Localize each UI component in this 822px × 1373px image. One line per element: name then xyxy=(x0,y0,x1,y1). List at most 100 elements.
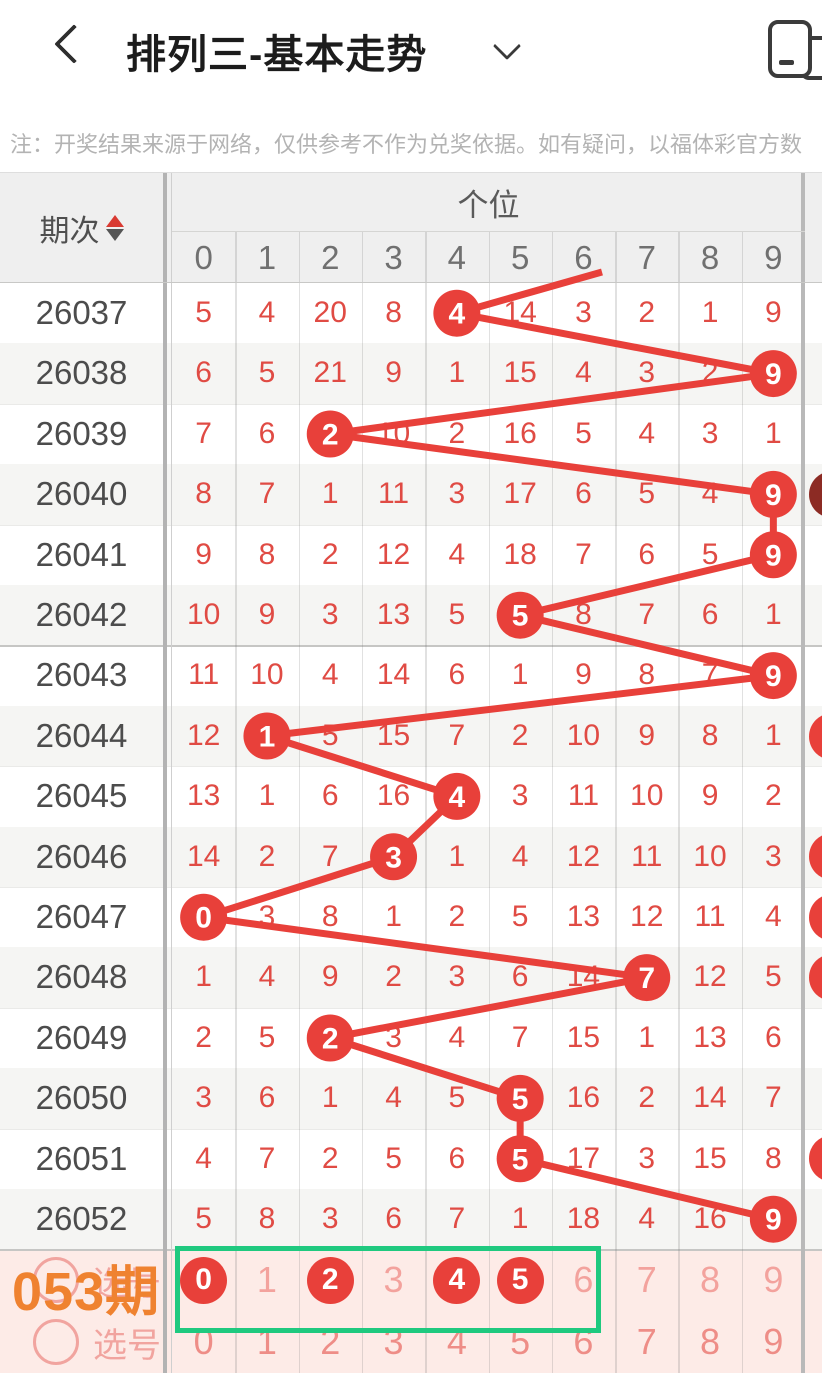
trend-cell: 5 xyxy=(575,416,592,450)
trend-cell: 7 xyxy=(321,839,339,873)
trend-cell: 7 xyxy=(575,537,592,571)
trend-cell: 6 xyxy=(258,416,276,450)
next-section-marker xyxy=(809,893,822,941)
trend-cell: 14 xyxy=(376,658,411,692)
trend-cell: 1 xyxy=(764,598,782,631)
trend-cell: 4 xyxy=(258,960,276,994)
digit-column-header: 9 xyxy=(764,238,783,276)
back-icon[interactable] xyxy=(54,24,94,64)
trend-cell: 10 xyxy=(630,779,664,813)
trend-cell: 5 xyxy=(638,477,656,511)
trend-cell: 6 xyxy=(638,537,656,571)
trend-cell: 10 xyxy=(376,416,411,450)
trend-cell: 2 xyxy=(764,779,782,813)
selectable-digit[interactable]: 3 xyxy=(383,1321,404,1362)
chevron-down-icon[interactable] xyxy=(492,31,522,61)
trend-cell: 21 xyxy=(313,356,347,390)
trend-cell: 17 xyxy=(503,477,537,511)
trend-cell: 7 xyxy=(258,477,276,511)
pick-radio-icon[interactable] xyxy=(33,1319,79,1365)
column-divider xyxy=(425,232,427,1373)
trend-cell: 4 xyxy=(448,1020,466,1054)
sort-down-icon xyxy=(105,228,124,241)
selected-digit[interactable]: 0 xyxy=(180,1256,228,1304)
trend-cell: 8 xyxy=(638,658,656,692)
period-cell: 26046 xyxy=(35,837,128,875)
period-cell: 26044 xyxy=(35,716,128,754)
trend-cell: 7 xyxy=(764,1081,782,1115)
trend-cell: 9 xyxy=(195,537,212,571)
next-section-marker xyxy=(809,833,822,881)
trend-cell: 9 xyxy=(575,658,592,692)
selectable-digit[interactable]: 4 xyxy=(446,1321,467,1362)
pick-radio-icon[interactable] xyxy=(33,1257,79,1303)
trend-cell: 18 xyxy=(566,1202,601,1235)
trend-cell: 5 xyxy=(511,900,529,933)
trend-cell: 4 xyxy=(638,1202,656,1235)
selectable-digit[interactable]: 7 xyxy=(636,1321,657,1362)
selectable-digit[interactable]: 6 xyxy=(573,1259,594,1300)
trend-cell: 3 xyxy=(701,416,719,450)
selectable-digit[interactable]: 1 xyxy=(256,1321,277,1362)
selected-digit[interactable]: 4 xyxy=(433,1256,481,1304)
trend-cell: 11 xyxy=(567,779,600,813)
trend-cell: 9 xyxy=(321,960,339,994)
trend-cell: 4 xyxy=(195,1141,212,1175)
trend-cell: 8 xyxy=(195,477,212,511)
trend-cell: 10 xyxy=(693,839,727,873)
trend-cell: 3 xyxy=(638,1141,656,1175)
trend-cell: 9 xyxy=(701,779,719,813)
disclaimer-text: 注：开奖结果来源于网络，仅供参考不作为兑奖依据。如有疑问，以福体彩官方数 xyxy=(10,132,803,157)
table-header-band xyxy=(0,172,822,283)
trend-cell: 2 xyxy=(258,839,276,873)
device-switch-icon[interactable] xyxy=(766,20,822,80)
next-period-label: 053期 xyxy=(12,1262,161,1322)
selectable-digit[interactable]: 3 xyxy=(383,1259,404,1300)
selection-band xyxy=(0,1249,822,1373)
period-cell: 26045 xyxy=(35,777,128,815)
trend-cell: 2 xyxy=(638,296,656,329)
trend-cell: 1 xyxy=(258,779,276,813)
trend-cell: 8 xyxy=(258,1202,276,1235)
trend-cell: 5 xyxy=(258,1020,276,1054)
trend-cell: 2 xyxy=(321,537,339,571)
selectable-digit[interactable]: 7 xyxy=(636,1259,657,1300)
period-cell: 26051 xyxy=(35,1139,128,1177)
trend-cell: 16 xyxy=(693,1202,727,1235)
trend-cell: 5 xyxy=(701,537,719,571)
trend-cell: 2 xyxy=(448,416,466,450)
selectable-digit[interactable]: 8 xyxy=(700,1259,721,1300)
trend-cell: 11 xyxy=(694,900,726,933)
selectable-digit[interactable]: 2 xyxy=(320,1321,341,1362)
trend-cell: 1 xyxy=(638,1020,656,1054)
period-cell: 26048 xyxy=(35,958,128,996)
selectable-digit[interactable]: 9 xyxy=(763,1321,784,1362)
trend-cell: 18 xyxy=(503,537,537,571)
selected-digit[interactable]: 2 xyxy=(306,1256,354,1304)
period-column-header[interactable]: 期次 xyxy=(0,172,163,283)
trend-cell: 16 xyxy=(566,1081,601,1115)
selectable-digit[interactable]: 6 xyxy=(573,1321,594,1362)
trend-cell: 8 xyxy=(701,718,719,752)
trend-cell: 5 xyxy=(385,1141,402,1175)
trend-cell: 2 xyxy=(701,356,719,390)
trend-cell: 10 xyxy=(566,718,601,752)
selectable-digit[interactable]: 8 xyxy=(700,1321,721,1362)
trend-cell: 14 xyxy=(186,839,221,873)
sort-arrows-icon[interactable] xyxy=(105,213,124,243)
selected-digit[interactable]: 5 xyxy=(496,1256,544,1304)
trend-cell: 2 xyxy=(321,1141,339,1175)
digit-column-header: 0 xyxy=(194,238,213,276)
trend-cell: 7 xyxy=(448,718,466,752)
page-title[interactable]: 排列三-基本走势 xyxy=(126,33,428,77)
trend-cell: 15 xyxy=(503,356,537,390)
selectable-digit[interactable]: 5 xyxy=(510,1321,531,1362)
selectable-digit[interactable]: 9 xyxy=(763,1259,784,1300)
trend-cell: 12 xyxy=(376,537,411,571)
selectable-digit[interactable]: 1 xyxy=(256,1259,277,1300)
trend-cell: 16 xyxy=(503,416,537,450)
trend-cell: 3 xyxy=(638,356,656,390)
group-header-underline xyxy=(172,231,805,232)
trend-cell: 1 xyxy=(764,416,782,450)
trend-cell: 5 xyxy=(195,1202,212,1235)
